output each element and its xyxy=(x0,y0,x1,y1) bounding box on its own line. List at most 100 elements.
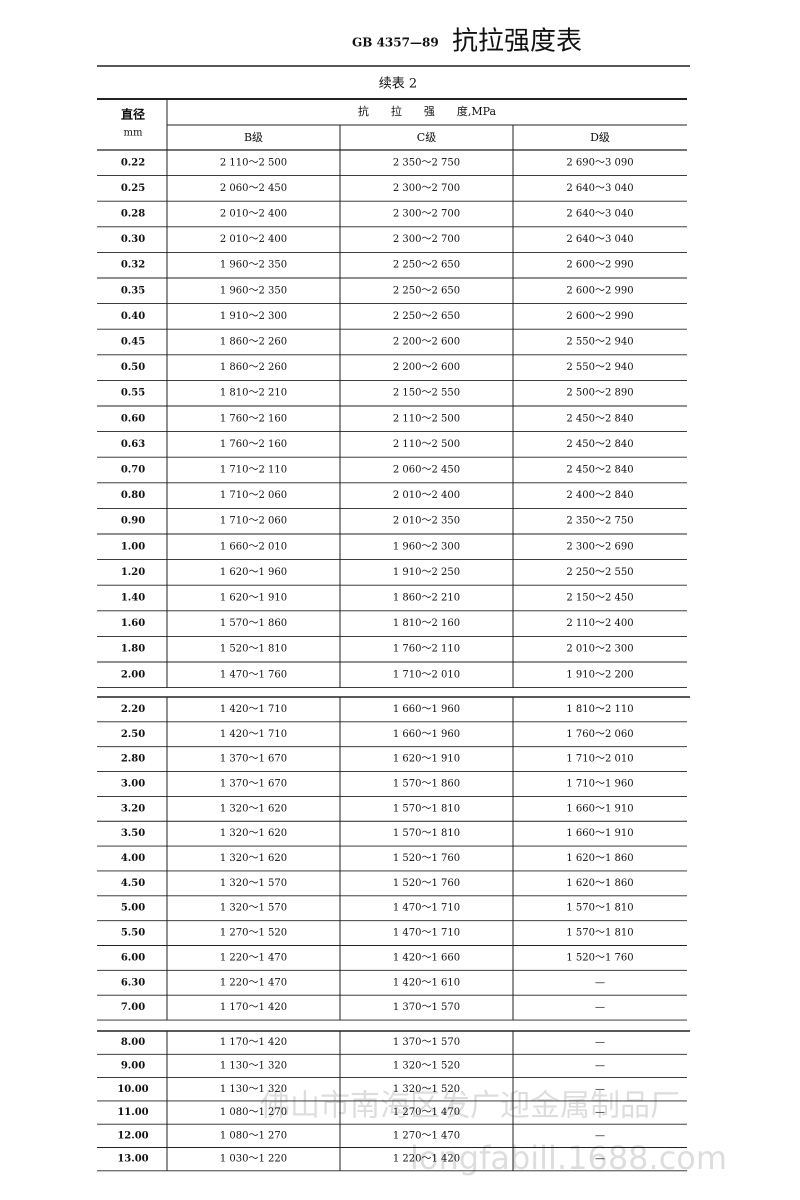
strength-cell: 2 350～2 750 xyxy=(393,157,460,168)
diameter-cell: 2.20 xyxy=(121,704,145,715)
diameter-cell: 10.00 xyxy=(117,1084,148,1095)
strength-cell: 1 570～1 860 xyxy=(220,618,287,629)
strength-cell: 1 370～1 570 xyxy=(393,1037,460,1048)
strength-cell: 2 110～2 400 xyxy=(566,618,633,629)
strength-cell: 2 300～2 700 xyxy=(393,183,460,194)
diameter-cell: 7.00 xyxy=(121,1002,145,1013)
diameter-cell: 13.00 xyxy=(117,1154,148,1165)
diameter-cell: 8.00 xyxy=(121,1037,145,1048)
strength-cell: 1 220～1 470 xyxy=(220,977,287,988)
strength-cell: 1 760～2 060 xyxy=(566,729,633,740)
strength-cell: 1 620～1 910 xyxy=(393,754,460,765)
strength-cell: 1 130～1 320 xyxy=(220,1084,287,1095)
strength-cell: 1 910～2 300 xyxy=(220,311,287,322)
strength-cell: 1 320～1 520 xyxy=(393,1084,460,1095)
diameter-cell: 3.00 xyxy=(121,778,145,789)
strength-cell: 1 570～1 810 xyxy=(566,928,633,939)
diameter-cell: 0.45 xyxy=(121,337,145,348)
strength-cell: 2 250～2 650 xyxy=(393,311,460,322)
strength-cell: 1 760～2 160 xyxy=(220,413,287,424)
strength-cell: 1 860～2 210 xyxy=(393,593,460,604)
strength-cell: 1 130～1 320 xyxy=(220,1060,287,1071)
strength-cell: 2 110～2 500 xyxy=(220,157,287,168)
diameter-cell: 0.40 xyxy=(121,311,145,322)
strength-cell: 1 030～1 220 xyxy=(220,1154,287,1165)
strength-cell: 2 300～2 700 xyxy=(393,234,460,245)
watermark: 佛山市南海区发广迎金属制品厂 xyxy=(260,1089,680,1124)
strength-cell: 1 270～1 470 xyxy=(393,1107,460,1118)
strength-cell: 1 710～2 110 xyxy=(220,465,287,476)
diameter-cell: 1.80 xyxy=(121,644,145,655)
strength-cell: 2 640～3 040 xyxy=(566,234,633,245)
strength-cell: 2 600～2 990 xyxy=(566,311,633,322)
strength-cell: 1 570～1 810 xyxy=(566,903,633,914)
diameter-cell: 12.00 xyxy=(117,1130,148,1141)
strength-cell: 2 010～2 400 xyxy=(393,490,460,501)
strength-cell: 2 150～2 550 xyxy=(393,388,460,399)
strength-cell: 1 470～1 760 xyxy=(220,669,287,680)
strength-cell: 1 370～1 670 xyxy=(220,754,287,765)
diameter-cell: 1.20 xyxy=(121,567,145,578)
strength-cell: 2 600～2 990 xyxy=(566,285,633,296)
table-subtitle: 续表 2 xyxy=(379,77,417,92)
strength-cell: — xyxy=(595,1037,605,1048)
diameter-cell: 11.00 xyxy=(117,1107,148,1118)
diameter-cell: 1.00 xyxy=(121,541,145,552)
strength-cell: 1 710～2 060 xyxy=(220,516,287,527)
diameter-cell: 0.28 xyxy=(121,209,145,220)
strength-cell: 1 080～1 270 xyxy=(220,1130,287,1141)
strength-cell: 1 270～1 470 xyxy=(393,1130,460,1141)
strength-cell: 1 080～1 270 xyxy=(220,1107,287,1118)
strength-cell: 2 690～3 090 xyxy=(566,157,633,168)
diameter-cell: 9.00 xyxy=(121,1060,145,1071)
strength-cell: 1 620～1 860 xyxy=(566,878,633,889)
strength-cell: — xyxy=(595,977,605,988)
strength-cell: 1 710～2 060 xyxy=(220,490,287,501)
diameter-cell: 0.35 xyxy=(121,285,145,296)
strength-cell: 2 010～2 350 xyxy=(393,516,460,527)
strength-cell: 1 710～1 960 xyxy=(566,778,633,789)
strength-cell: 1 320～1 620 xyxy=(220,803,287,814)
diameter-cell: 2.50 xyxy=(121,729,145,740)
strength-cell: 1 220～1 470 xyxy=(220,952,287,963)
strength-cell: 1 710～2 010 xyxy=(393,669,460,680)
strength-cell: 1 420～1 660 xyxy=(393,952,460,963)
strength-cell: 1 420～1 710 xyxy=(220,729,287,740)
diameter-cell: 6.30 xyxy=(121,977,145,988)
strength-cell: 1 520～1 760 xyxy=(566,952,633,963)
strength-cell: 1 810～2 160 xyxy=(393,618,460,629)
diameter-header: 直径 xyxy=(121,107,145,122)
standard-code: GB 4357—89 xyxy=(352,36,439,50)
strength-cell: 1 520～1 760 xyxy=(393,853,460,864)
strength-cell: 1 960～2 350 xyxy=(220,260,287,271)
strength-cell: 2 250～2 650 xyxy=(393,260,460,271)
strength-cell: 2 010～2 400 xyxy=(220,234,287,245)
strength-cell: 1 570～1 810 xyxy=(393,803,460,814)
diameter-cell: 0.63 xyxy=(121,439,145,450)
grade-header: C级 xyxy=(417,131,436,144)
strength-cell: 2 550～2 940 xyxy=(566,362,633,373)
diameter-cell: 4.50 xyxy=(121,878,145,889)
strength-cell: — xyxy=(595,1107,605,1118)
strength-cell: 2 450～2 840 xyxy=(566,413,633,424)
diameter-cell: 5.00 xyxy=(121,903,145,914)
strength-cell: 1 370～1 570 xyxy=(393,1002,460,1013)
diameter-cell: 0.50 xyxy=(121,362,145,373)
strength-cell: 2 010～2 400 xyxy=(220,209,287,220)
strength-header: 抗 拉 强 度,MPa xyxy=(358,104,497,118)
strength-cell: 2 400～2 840 xyxy=(566,490,633,501)
strength-cell: 1 910～2 200 xyxy=(566,669,633,680)
strength-cell: 1 320～1 620 xyxy=(220,828,287,839)
strength-cell: 2 600～2 990 xyxy=(566,260,633,271)
strength-cell: — xyxy=(595,1084,605,1095)
strength-cell: 1 320～1 570 xyxy=(220,903,287,914)
strength-cell: 2 250～2 650 xyxy=(393,285,460,296)
strength-cell: 2 640～3 040 xyxy=(566,209,633,220)
strength-cell: 2 200～2 600 xyxy=(393,362,460,373)
strength-cell: 1 960～2 350 xyxy=(220,285,287,296)
strength-cell: 1 520～1 760 xyxy=(393,878,460,889)
diameter-cell: 6.00 xyxy=(121,952,145,963)
diameter-cell: 0.90 xyxy=(121,516,145,527)
strength-cell: 1 660～2 010 xyxy=(220,541,287,552)
diameter-cell: 5.50 xyxy=(121,928,145,939)
